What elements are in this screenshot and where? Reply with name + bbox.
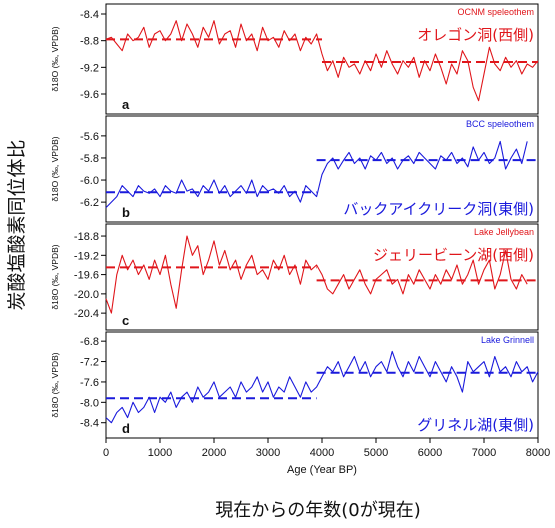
big-x-label: 現在からの年数(0が現在): [215, 500, 421, 521]
panel-c: -18.8 -19.2 -19.6 -20.0 -20.4 Lake Jellybean ジ…: [50, 223, 539, 331]
series-line: [105, 235, 528, 314]
y-tick-label: -8.4: [80, 418, 99, 430]
y-tick-label: -8.8: [80, 36, 99, 48]
y-tick-label: -8.4: [80, 9, 99, 21]
y-tick-label: -19.6: [74, 270, 99, 282]
panel-frame: [105, 115, 539, 223]
panel-d: -6.8 -7.2 -7.6 -8.0 -8.4 Lake Grinnell グリネル湖(東…: [50, 331, 539, 439]
y-tick-label: -6.0: [80, 175, 99, 187]
series-line: [105, 20, 539, 102]
panel-letter: d: [122, 421, 130, 436]
y-tick-label: -8.0: [80, 397, 99, 409]
y-tick-label: -6.2: [80, 197, 99, 209]
x-tick-label: 2000: [202, 447, 226, 459]
y-tick-label: -9.2: [80, 62, 99, 74]
panel-title: OCNM speleothem: [457, 7, 534, 17]
y-tick-label: -9.6: [80, 89, 99, 101]
panel-a: -8.4 -8.8 -9.2 -9.6 OCNM speleothem オレゴン洞(西側)…: [50, 3, 539, 115]
series-line: [105, 140, 528, 208]
y-tick-label: -7.6: [80, 377, 99, 389]
y-axis-label: δ18O (‰, VPDB): [50, 26, 60, 91]
y-axis-label: δ18O (‰, VPDB): [50, 244, 60, 309]
y-tick-label: -20.0: [74, 289, 99, 301]
region-label-jp: バックアイクリーク洞(東側): [343, 200, 534, 218]
x-tick-label: 5000: [364, 447, 388, 459]
x-tick-label: 0: [103, 447, 109, 459]
big-y-label: 炭酸塩酸素同位体比: [6, 139, 28, 310]
y-tick-label: -19.2: [74, 250, 99, 262]
x-tick-label: 1000: [148, 447, 172, 459]
region-label-jp: ジェリービーン湖(西側): [373, 246, 534, 264]
panel-letter: a: [122, 97, 130, 112]
x-tick-label: 7000: [472, 447, 496, 459]
panel-title: BCC speleothem: [466, 119, 534, 129]
x-tick-label: 3000: [256, 447, 280, 459]
panel-letter: c: [122, 313, 129, 328]
y-tick-label: -7.2: [80, 357, 99, 369]
y-axis-label: δ18O (‰, VPDB): [50, 136, 60, 201]
region-label-jp: グリネル湖(東側): [417, 416, 534, 434]
y-tick-label: -5.6: [80, 131, 99, 143]
y-axis-label: δ18O (‰, VPDB): [50, 352, 60, 417]
y-tick-label: -5.8: [80, 153, 99, 165]
x-tick-label: 6000: [418, 447, 442, 459]
y-tick-label: -20.4: [74, 308, 99, 320]
panel-title: Lake Jellybean: [474, 227, 534, 237]
series-line: [105, 350, 539, 424]
y-tick-label: -18.8: [74, 231, 99, 243]
panel-frame: [105, 223, 539, 331]
panel-b: -5.6 -5.8 -6.0 -6.2 BCC speleothem バックアイクリーク洞…: [50, 115, 539, 223]
x-tick-label: 8000: [526, 447, 550, 459]
panel-letter: b: [122, 205, 130, 220]
region-label-jp: オレゴン洞(西側): [417, 26, 534, 44]
panel-frame: [105, 3, 539, 115]
x-axis-label: Age (Year BP): [287, 464, 357, 476]
x-tick-label: 4000: [310, 447, 334, 459]
y-tick-label: -6.8: [80, 336, 99, 348]
panel-title: Lake Grinnell: [481, 335, 534, 345]
